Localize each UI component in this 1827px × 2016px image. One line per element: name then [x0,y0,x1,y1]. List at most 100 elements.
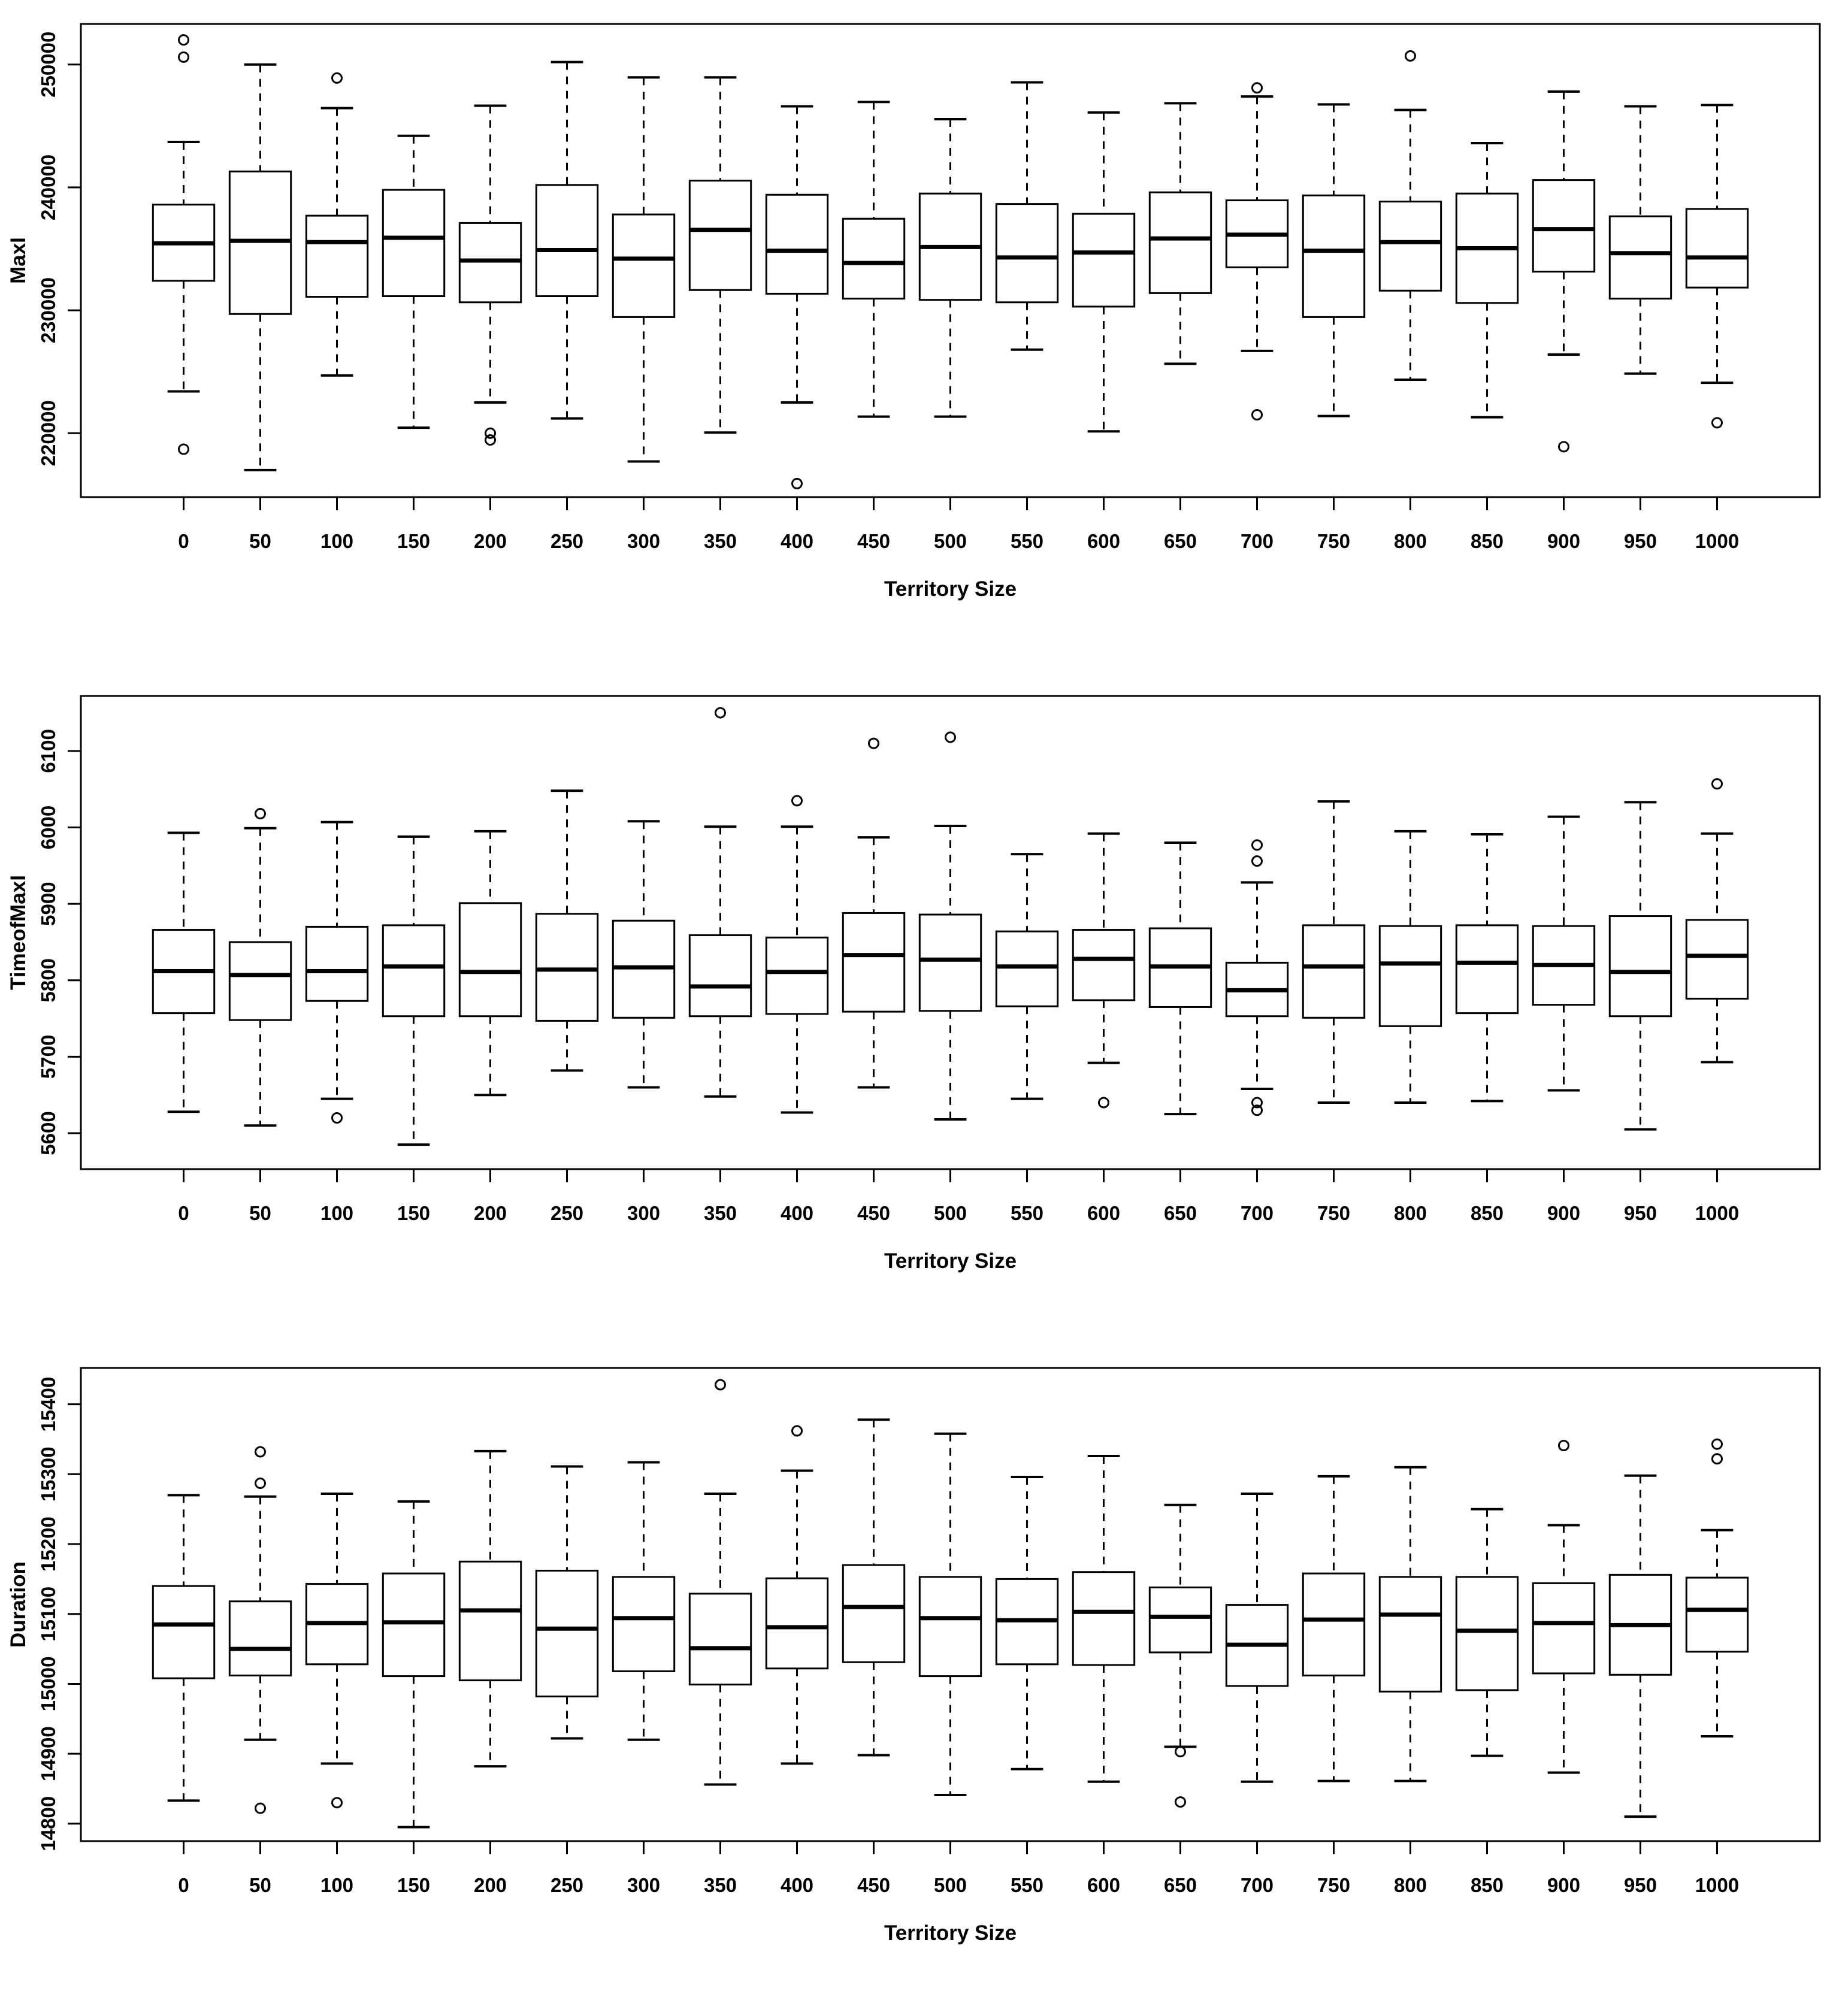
box-group-200 [458,830,522,1097]
iqr-box [458,902,522,1018]
iqr-box [688,1593,752,1686]
y-tick-label: 15400 [37,1377,59,1432]
iqr-box [1072,213,1136,308]
box-group-250 [535,789,599,1072]
outlier-point [485,434,497,446]
box-group-800 [1378,830,1442,1104]
iqr-box [228,941,292,1021]
box-group-350 [688,707,752,1098]
y-tick-label: 15000 [37,1657,59,1712]
box-group-900 [1532,90,1596,453]
iqr-box [1685,208,1749,289]
iqr-box [1455,1576,1519,1691]
outlier-point [1711,417,1723,429]
y-tick-label: 240000 [37,155,59,220]
x-tick-label: 200 [474,1874,507,1896]
iqr-box [1685,919,1749,1000]
x-axis-title: Territory Size [884,577,1017,601]
x-tick-label: 750 [1317,1202,1350,1224]
box-group-700 [1225,82,1289,421]
iqr-box [612,213,676,318]
box-group-1000 [1685,778,1749,1064]
outlier-point [255,808,267,820]
x-tick-label: 150 [397,1202,430,1224]
x-tick-label: 700 [1241,530,1274,552]
box-group-300 [612,76,676,463]
outlier-point [715,1379,727,1391]
box-group-400 [765,1425,829,1765]
outlier-point [331,1112,343,1124]
box-group-50 [228,808,292,1127]
x-tick-label: 350 [704,1874,737,1896]
box-group-950 [1608,1474,1672,1818]
x-tick-label: 650 [1164,1202,1197,1224]
x-tick-label: 900 [1547,1202,1580,1224]
outlier-point [1097,1097,1109,1109]
x-tick-label: 1000 [1695,1874,1739,1896]
x-tick-label: 550 [1011,1202,1043,1224]
iqr-box [228,1600,292,1676]
box-group-350 [688,1379,752,1786]
outlier-point [331,72,343,84]
x-tick-label: 100 [320,1202,353,1224]
iqr-box [995,203,1059,304]
x-tick-label: 450 [857,530,890,552]
y-tick-label: 5800 [37,958,59,1002]
chart-maxi: 220000 230000 240000 250000 MaxI 0 50 100 150 200… [7,23,1821,601]
x-tick-label: 600 [1087,1874,1120,1896]
y-tick-label: 230000 [37,277,59,343]
box-group-300 [612,820,676,1089]
y-axis-title: Duration [7,1561,30,1648]
box-group-500 [918,731,982,1121]
outlier-point [1251,82,1263,94]
outlier-point [485,427,497,439]
outlier-point [178,51,190,63]
box-group-400 [765,105,829,489]
iqr-box [1378,201,1442,292]
iqr-box [688,180,752,291]
iqr-box [458,1560,522,1682]
iqr-box [382,1572,446,1678]
x-tick-label: 650 [1164,1874,1197,1896]
iqr-box [305,214,369,298]
box-group-50 [228,1446,292,1814]
panel-duration: 14800 14900 15000 15100 15200 15300 15400 Durat… [0,1344,1827,2016]
x-tick-label: 900 [1547,530,1580,552]
outlier-point [1174,1746,1186,1758]
x-tick-label: 1000 [1695,530,1739,552]
x-tick-label: 700 [1241,1874,1274,1896]
outlier-point [715,707,727,719]
y-tick-label: 14800 [37,1796,59,1851]
iqr-box [1302,1572,1366,1676]
x-tick-label: 100 [320,530,353,552]
x-axis-title: Territory Size [884,1921,1017,1945]
x-tick-label: 400 [781,530,813,552]
x-tick-label: 600 [1087,1202,1120,1224]
y-tick-label: 250000 [37,32,59,98]
outlier-point [255,1802,267,1814]
iqr-box [688,934,752,1018]
x-tick-label: 300 [627,1874,660,1896]
box-group-550 [995,1476,1059,1770]
x-tick-label: 0 [178,530,189,552]
box-group-100 [305,72,369,377]
outlier-point [178,34,190,46]
x-tick-label: 450 [857,1202,890,1224]
box-group-1000 [1685,1438,1749,1737]
x-tick-label: 800 [1394,1202,1427,1224]
box-group-800 [1378,1466,1442,1782]
box-group-550 [995,853,1059,1100]
box-group-150 [382,134,446,429]
x-tick-label: 750 [1317,530,1350,552]
outlier-point [1251,1104,1263,1116]
outlier-point [1711,1438,1723,1450]
box-group-950 [1608,105,1672,375]
y-tick-label: 5900 [37,882,59,925]
x-tick-label: 500 [934,1874,967,1896]
box-group-0 [152,831,216,1113]
outlier-point [791,477,803,489]
iqr-box [842,1564,906,1663]
iqr-box [1532,1582,1596,1675]
box-group-300 [612,1461,676,1741]
